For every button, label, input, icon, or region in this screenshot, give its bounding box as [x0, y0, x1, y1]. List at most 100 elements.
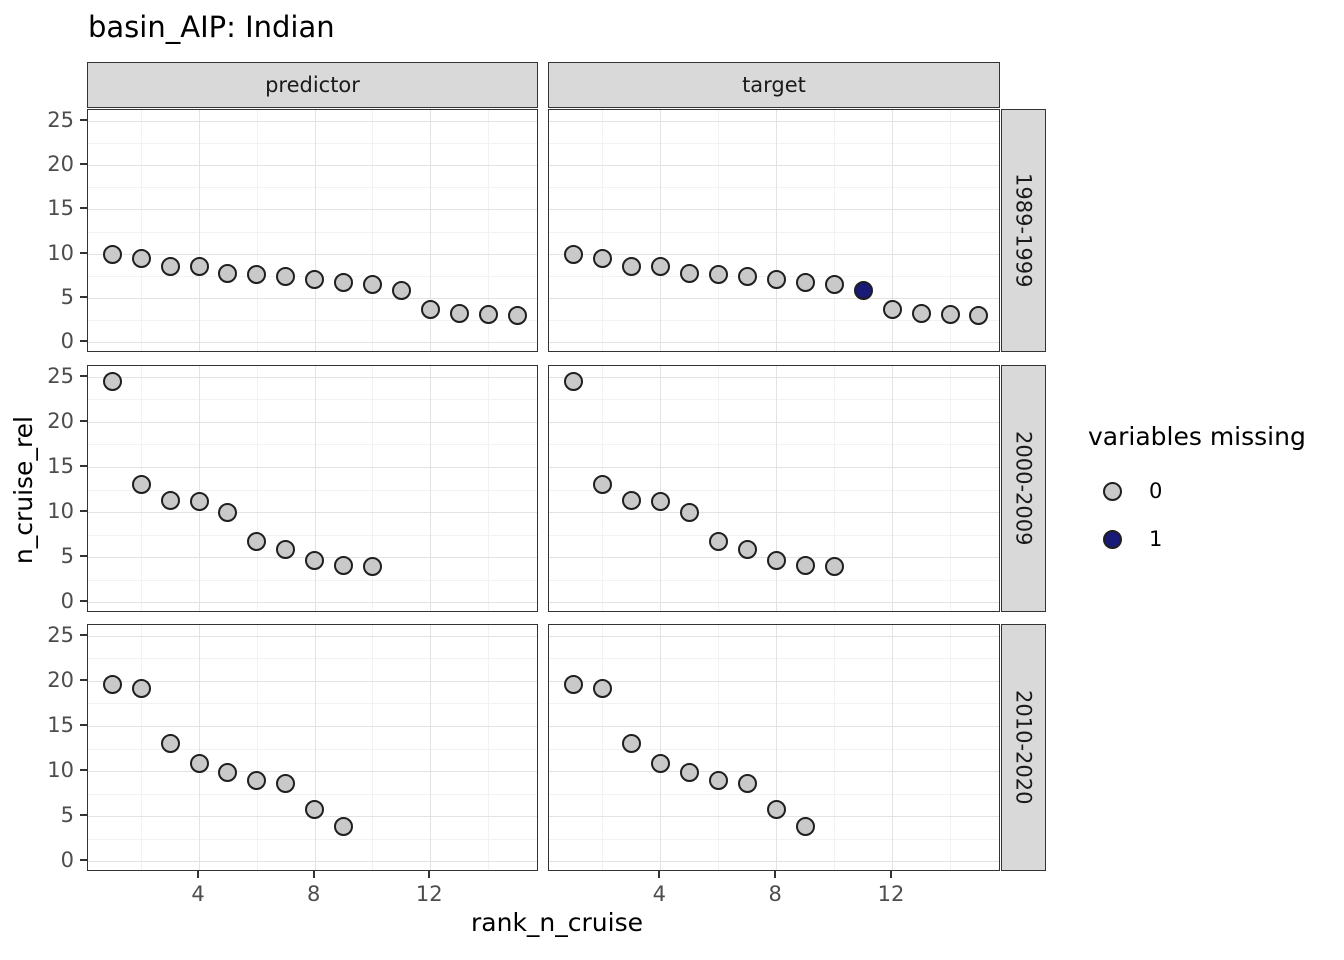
y-tick-mark [80, 769, 87, 772]
y-tick-mark [80, 814, 87, 817]
grid-minor-line [549, 794, 999, 795]
data-point [969, 306, 989, 326]
grid-minor-line [88, 187, 537, 188]
y-tick-mark [80, 118, 87, 121]
data-point [218, 263, 238, 283]
data-point [276, 540, 296, 560]
y-tick-label: 25 [47, 107, 74, 132]
data-point [247, 532, 267, 552]
grid-minor-line [718, 625, 719, 870]
grid-minor-line [549, 232, 999, 233]
data-point [276, 774, 296, 794]
y-tick-mark [80, 678, 87, 681]
data-point [131, 678, 151, 698]
facet-row-strip-label: 1989-1999 [1011, 173, 1036, 288]
grid-minor-line [88, 794, 537, 795]
facet-col-strip-target: target [548, 62, 1000, 108]
data-point [102, 245, 122, 265]
data-point [737, 774, 757, 794]
grid-minor-line [88, 535, 537, 536]
grid-major-line [549, 254, 999, 255]
y-tick-mark [80, 296, 87, 298]
data-point [824, 275, 844, 295]
grid-major-line [88, 467, 537, 468]
data-point [621, 733, 641, 753]
facet-row-strip-1989-1999: 1989-1999 [1001, 109, 1046, 352]
grid-minor-line [549, 703, 999, 704]
grid-minor-line [549, 535, 999, 536]
data-point [592, 475, 612, 495]
grid-minor-line [950, 110, 951, 351]
data-point [391, 281, 411, 301]
plot-title: basin_AIP: Indian [88, 10, 335, 44]
data-point [247, 771, 267, 791]
data-point [247, 265, 267, 285]
y-tick-mark [80, 340, 87, 343]
grid-minor-line [549, 490, 999, 491]
data-point [160, 490, 180, 510]
grid-major-line [549, 512, 999, 513]
panel-target-2000-2009 [548, 365, 1000, 612]
x-axis-title: rank_n_cruise [471, 908, 643, 937]
y-axis-title: n_cruise_rel [8, 415, 38, 565]
data-point [131, 475, 151, 495]
data-point [276, 267, 296, 287]
grid-minor-line [549, 749, 999, 750]
data-point [478, 305, 498, 325]
grid-major-line [549, 209, 999, 210]
data-point [650, 491, 670, 511]
grid-major-line [549, 636, 999, 637]
facet-col-strip-label: predictor [265, 73, 360, 97]
data-point [795, 272, 815, 292]
data-point [650, 257, 670, 277]
grid-major-line [88, 342, 537, 343]
data-point [824, 556, 844, 576]
grid-minor-line [257, 110, 258, 351]
grid-minor-line [88, 658, 537, 659]
grid-major-line [88, 209, 537, 210]
grid-major-line [892, 110, 893, 351]
grid-minor-line [257, 366, 258, 611]
grid-major-line [549, 165, 999, 166]
y-tick-label: 0 [60, 589, 74, 614]
legend-key-circle [1103, 529, 1122, 549]
data-point [507, 306, 527, 326]
grid-major-line [88, 377, 537, 378]
data-point [679, 263, 699, 283]
data-point [940, 305, 960, 325]
y-tick-mark [80, 633, 87, 636]
data-point [334, 555, 354, 575]
grid-minor-line [88, 839, 537, 840]
data-point [449, 304, 469, 324]
grid-major-line [549, 342, 999, 343]
data-point [189, 491, 209, 511]
x-tick-label: 8 [768, 882, 782, 906]
grid-major-line [88, 512, 537, 513]
grid-minor-line [718, 110, 719, 351]
legend-item-0: 0 [1088, 467, 1306, 515]
data-point [334, 817, 354, 837]
grid-major-line [199, 366, 200, 611]
grid-major-line [660, 366, 661, 611]
data-point [737, 267, 757, 287]
grid-minor-line [549, 399, 999, 400]
y-tick-mark [80, 555, 87, 558]
x-tick-mark [428, 871, 431, 878]
legend-key-circle [1103, 481, 1122, 501]
data-point [708, 265, 728, 285]
grid-major-line [549, 298, 999, 299]
x-tick-label: 4 [191, 882, 205, 906]
grid-minor-line [950, 366, 951, 611]
data-point [853, 281, 873, 301]
panel-predictor-1989-1999 [87, 109, 538, 352]
grid-major-line [88, 636, 537, 637]
facet-row-strip-label: 2000-2009 [1011, 431, 1036, 546]
grid-major-line [199, 110, 200, 351]
y-tick-label: 10 [47, 499, 74, 524]
data-point [362, 556, 382, 576]
grid-major-line [549, 726, 999, 727]
grid-minor-line [257, 625, 258, 870]
grid-major-line [549, 467, 999, 468]
